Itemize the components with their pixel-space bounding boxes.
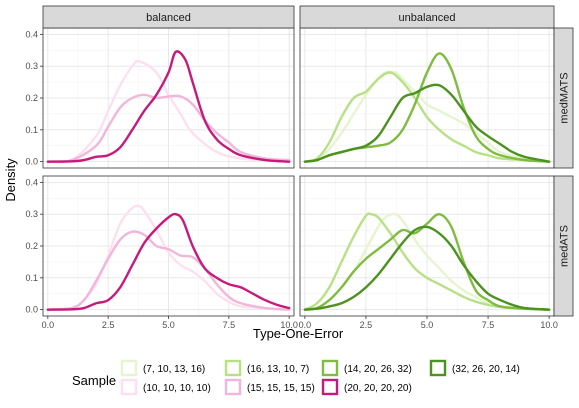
panel-unbalanced-medMATS bbox=[299, 27, 555, 169]
legend-title: Sample bbox=[72, 373, 116, 388]
density-line-s5 bbox=[303, 212, 551, 311]
strip-medMATS bbox=[553, 27, 574, 169]
density-line-s7 bbox=[303, 83, 551, 163]
legend-label-s5: (14, 20, 26, 32) bbox=[344, 364, 412, 375]
panel-balanced-medATS bbox=[42, 175, 295, 317]
strip-balanced bbox=[42, 5, 295, 29]
panel-balanced-medMATS bbox=[42, 27, 295, 169]
legend-key-s7 bbox=[429, 359, 447, 377]
x-tick-label: 2.5 bbox=[102, 320, 115, 330]
density-line-s3 bbox=[303, 71, 551, 163]
x-tick-label: 0.0 bbox=[42, 320, 55, 330]
density-line-s7 bbox=[303, 225, 551, 311]
x-tick-label: 0.0 bbox=[299, 320, 312, 330]
legend-key-s2 bbox=[120, 378, 138, 396]
axis-ticks: 0.0 0.1 0.2 0.3 0.4 0.0 0.1 0.2 0.3 0.4 0.0 2.5 5.0 7… bbox=[25, 29, 557, 330]
y-tick-label: 0.2 bbox=[25, 93, 38, 103]
panels bbox=[42, 27, 555, 317]
x-tick-label: 5.0 bbox=[421, 320, 434, 330]
x-tick-label: 7.5 bbox=[482, 320, 495, 330]
legend-key-s5 bbox=[321, 359, 339, 377]
density-line-s1 bbox=[303, 70, 551, 163]
density-line-s6 bbox=[46, 50, 291, 163]
x-tick-label: 7.5 bbox=[223, 320, 236, 330]
facet-strips: balanced unbalanced medMATS medATS bbox=[42, 5, 574, 317]
strip-label-balanced: balanced bbox=[146, 12, 191, 24]
legend-label-s4: (15, 15, 15, 15) bbox=[247, 383, 315, 394]
x-tick-label: 10.0 bbox=[540, 320, 558, 330]
x-tick-label: 2.5 bbox=[360, 320, 373, 330]
legend-label-s1: (7, 10, 13, 16) bbox=[143, 364, 205, 375]
y-tick-label: 0.2 bbox=[25, 241, 38, 251]
legend-key-s6 bbox=[321, 378, 339, 396]
density-line-s2 bbox=[46, 59, 291, 164]
legend-label-s3: (16, 13, 10, 7) bbox=[247, 364, 309, 375]
legend-label-s2: (10, 10, 10, 10) bbox=[143, 383, 211, 394]
strip-label-medATS: medATS bbox=[559, 225, 571, 267]
y-axis-title: Density bbox=[3, 158, 18, 202]
panel-unbalanced-medATS bbox=[299, 175, 555, 317]
strip-unbalanced bbox=[299, 5, 555, 29]
strip-label-medMATS: medMATS bbox=[559, 72, 571, 123]
y-tick-label: 0.0 bbox=[25, 305, 38, 315]
legend-key-s4 bbox=[224, 378, 242, 396]
x-axis-title: Type-One-Error bbox=[253, 326, 344, 341]
legend-key-s1 bbox=[120, 359, 138, 377]
legend-label-s6: (20, 20, 20, 20) bbox=[344, 383, 412, 394]
strip-medATS bbox=[553, 175, 574, 317]
legend-label-s7: (32, 26, 20, 14) bbox=[452, 364, 520, 375]
strip-label-unbalanced: unbalanced bbox=[399, 12, 456, 24]
x-tick-label: 10.0 bbox=[280, 320, 298, 330]
y-tick-label: 0.1 bbox=[25, 125, 38, 135]
density-line-s3 bbox=[303, 212, 551, 311]
y-tick-label: 0.4 bbox=[25, 29, 38, 39]
legend-key-s3 bbox=[224, 359, 242, 377]
y-tick-label: 0.4 bbox=[25, 177, 38, 187]
y-tick-label: 0.1 bbox=[25, 273, 38, 283]
y-tick-label: 0.0 bbox=[25, 157, 38, 167]
density-line-s6 bbox=[46, 212, 291, 311]
legend: Sample (7, 10, 13, 16) (10, 10, 10, 10) (1… bbox=[72, 359, 520, 396]
x-tick-label: 5.0 bbox=[162, 320, 175, 330]
density-line-s4 bbox=[46, 93, 291, 163]
density-line-s4 bbox=[46, 230, 291, 311]
y-tick-label: 0.3 bbox=[25, 61, 38, 71]
y-tick-label: 0.3 bbox=[25, 209, 38, 219]
